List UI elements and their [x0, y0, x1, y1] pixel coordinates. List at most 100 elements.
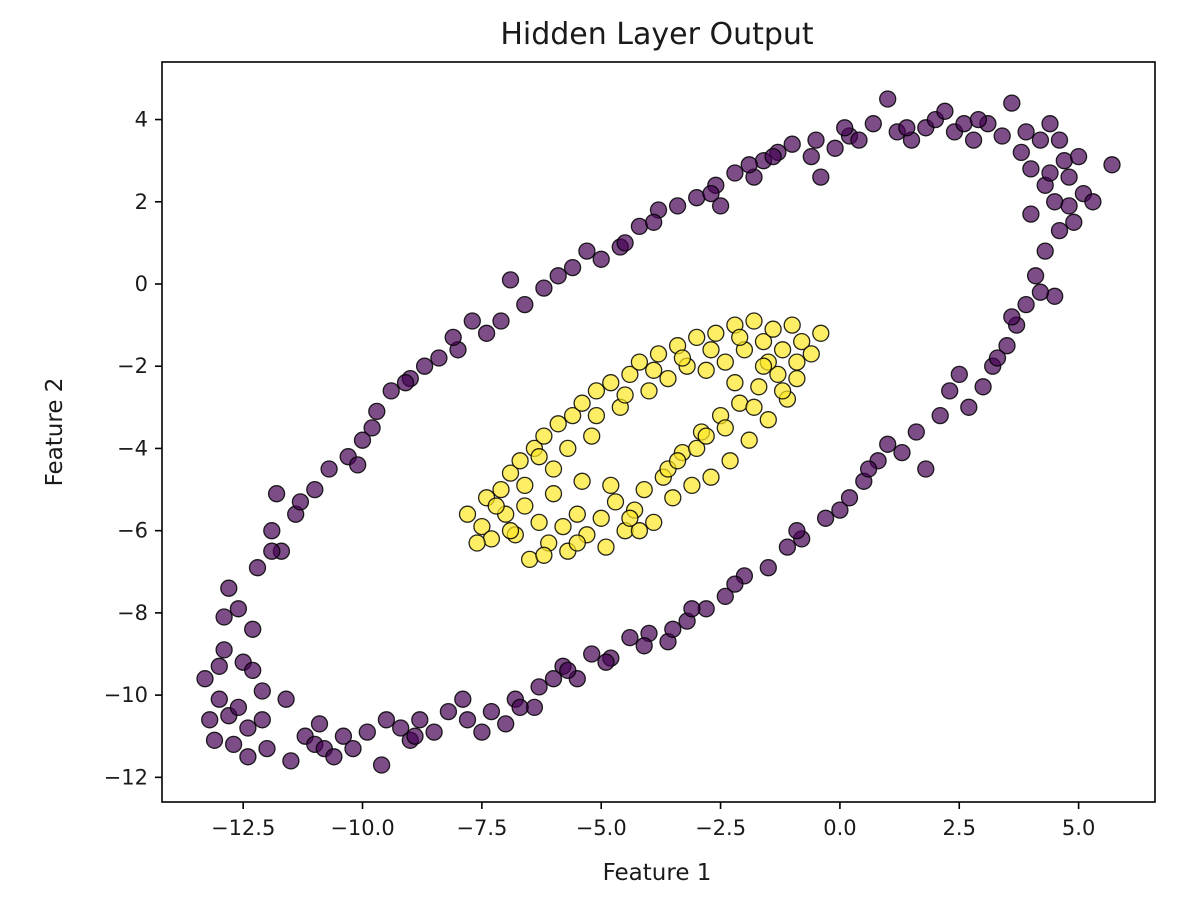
data-point-s1-98	[726, 374, 744, 392]
data-point-s0-113	[950, 365, 968, 384]
data-point-s1-93	[535, 546, 553, 564]
x-tick-label-5: 0.0	[823, 816, 856, 840]
data-point-s1-51	[716, 353, 734, 371]
data-point-s0-87	[783, 135, 801, 153]
data-point-s0-6	[224, 735, 243, 754]
data-point-s1-99	[754, 357, 773, 375]
data-point-s0-58	[549, 267, 567, 285]
data-point-s0-90	[812, 168, 830, 186]
data-point-s0-2	[210, 690, 228, 708]
plot-frame	[161, 61, 1156, 803]
data-point-s0-75	[688, 189, 706, 207]
data-point-s0-14	[258, 739, 276, 758]
data-point-s1-77	[573, 472, 591, 490]
data-point-s0-155	[406, 727, 424, 745]
data-point-s0-116	[964, 131, 983, 149]
data-point-s0-39	[411, 711, 429, 729]
y-tick-label-8: −12	[104, 765, 148, 789]
data-point-s1-88	[731, 328, 749, 347]
data-point-s0-36	[392, 719, 410, 737]
data-point-s0-156	[444, 328, 462, 347]
data-point-s0-175	[969, 110, 988, 129]
data-point-s1-52	[721, 452, 739, 470]
data-point-s0-133	[1046, 193, 1064, 211]
data-point-s0-49	[482, 702, 501, 721]
data-point-s0-50	[492, 312, 510, 330]
data-point-s1-58	[750, 378, 768, 396]
data-point-s0-145	[215, 608, 233, 626]
data-point-s1-16	[549, 415, 567, 433]
data-point-s1-74	[530, 448, 548, 466]
x-tick-label-3: −5.0	[576, 816, 627, 840]
y-tick-label-2: 0	[135, 272, 148, 296]
data-point-s1-49	[707, 324, 725, 342]
data-point-s0-163	[645, 213, 663, 231]
x-tick-label-1: −10.0	[330, 816, 394, 840]
data-point-s1-34	[635, 480, 653, 499]
data-point-s0-181	[1041, 164, 1059, 182]
data-point-s0-147	[244, 661, 262, 680]
data-point-s0-122	[1003, 94, 1021, 112]
data-point-s0-98	[864, 115, 882, 133]
data-point-s0-127	[1022, 205, 1040, 223]
data-point-s1-48	[702, 468, 720, 486]
y-tick-label-3: −2	[117, 354, 148, 378]
data-point-s0-51	[497, 715, 515, 733]
y-axis-ticks: 4 2 0 −2 −4 −6 −8 −10 −12	[104, 108, 162, 789]
data-point-s0-100	[879, 90, 897, 108]
data-point-s0-139	[1069, 147, 1088, 166]
data-point-s0-27	[334, 727, 353, 745]
data-point-s1-96	[668, 452, 687, 470]
data-point-s1-6	[501, 464, 520, 482]
data-point-s1-78	[587, 406, 606, 425]
data-point-s0-148	[253, 711, 271, 729]
data-point-s0-54	[516, 295, 534, 314]
data-point-s0-52	[501, 271, 520, 289]
data-point-s1-28	[606, 493, 625, 511]
data-point-s0-128	[1026, 267, 1045, 285]
data-point-s0-57	[544, 670, 563, 688]
data-point-s1-76	[559, 439, 577, 458]
data-point-s1-21	[573, 394, 591, 412]
data-point-s1-19	[563, 406, 582, 425]
data-point-s0-171	[807, 131, 825, 149]
data-points	[196, 90, 1121, 774]
data-point-s0-110	[936, 102, 954, 120]
data-point-s1-65	[783, 316, 801, 334]
data-point-s0-101	[879, 435, 897, 453]
data-point-s0-31	[358, 723, 376, 741]
data-point-s1-36	[645, 513, 663, 532]
data-point-s1-40	[664, 489, 682, 507]
data-point-s1-37	[649, 345, 668, 363]
data-point-s1-54	[731, 394, 749, 412]
data-point-s0-60	[563, 258, 582, 277]
data-point-s1-80	[616, 386, 634, 404]
data-point-s0-29	[344, 739, 362, 758]
data-point-s0-132	[1041, 115, 1059, 133]
data-point-s0-161	[597, 653, 615, 671]
data-point-s0-95	[840, 489, 859, 507]
data-point-s0-4	[220, 579, 238, 597]
data-point-s0-86	[778, 538, 797, 556]
data-point-s0-134	[1046, 287, 1064, 305]
data-point-s0-138	[1065, 213, 1083, 231]
data-point-s0-167	[726, 575, 744, 593]
data-point-s0-141	[1084, 193, 1102, 211]
data-point-s1-27	[602, 374, 620, 392]
data-point-s0-170	[788, 522, 806, 540]
x-tick-label-0: −12.5	[211, 816, 275, 840]
data-point-s0-121	[998, 337, 1016, 355]
data-point-s0-47	[473, 723, 491, 741]
data-point-s1-17	[554, 517, 572, 536]
data-point-s1-12	[530, 513, 548, 532]
data-point-s0-182	[1003, 308, 1021, 326]
x-axis-label: Feature 1	[603, 860, 712, 886]
data-point-s0-126	[1022, 160, 1040, 178]
data-point-s0-46	[463, 312, 481, 330]
data-point-s1-13	[535, 427, 553, 445]
data-point-s0-150	[291, 493, 310, 511]
data-point-s0-30	[353, 431, 372, 449]
data-point-s1-82	[645, 361, 663, 379]
data-point-s1-3	[482, 530, 501, 548]
data-point-s1-25	[592, 509, 610, 527]
